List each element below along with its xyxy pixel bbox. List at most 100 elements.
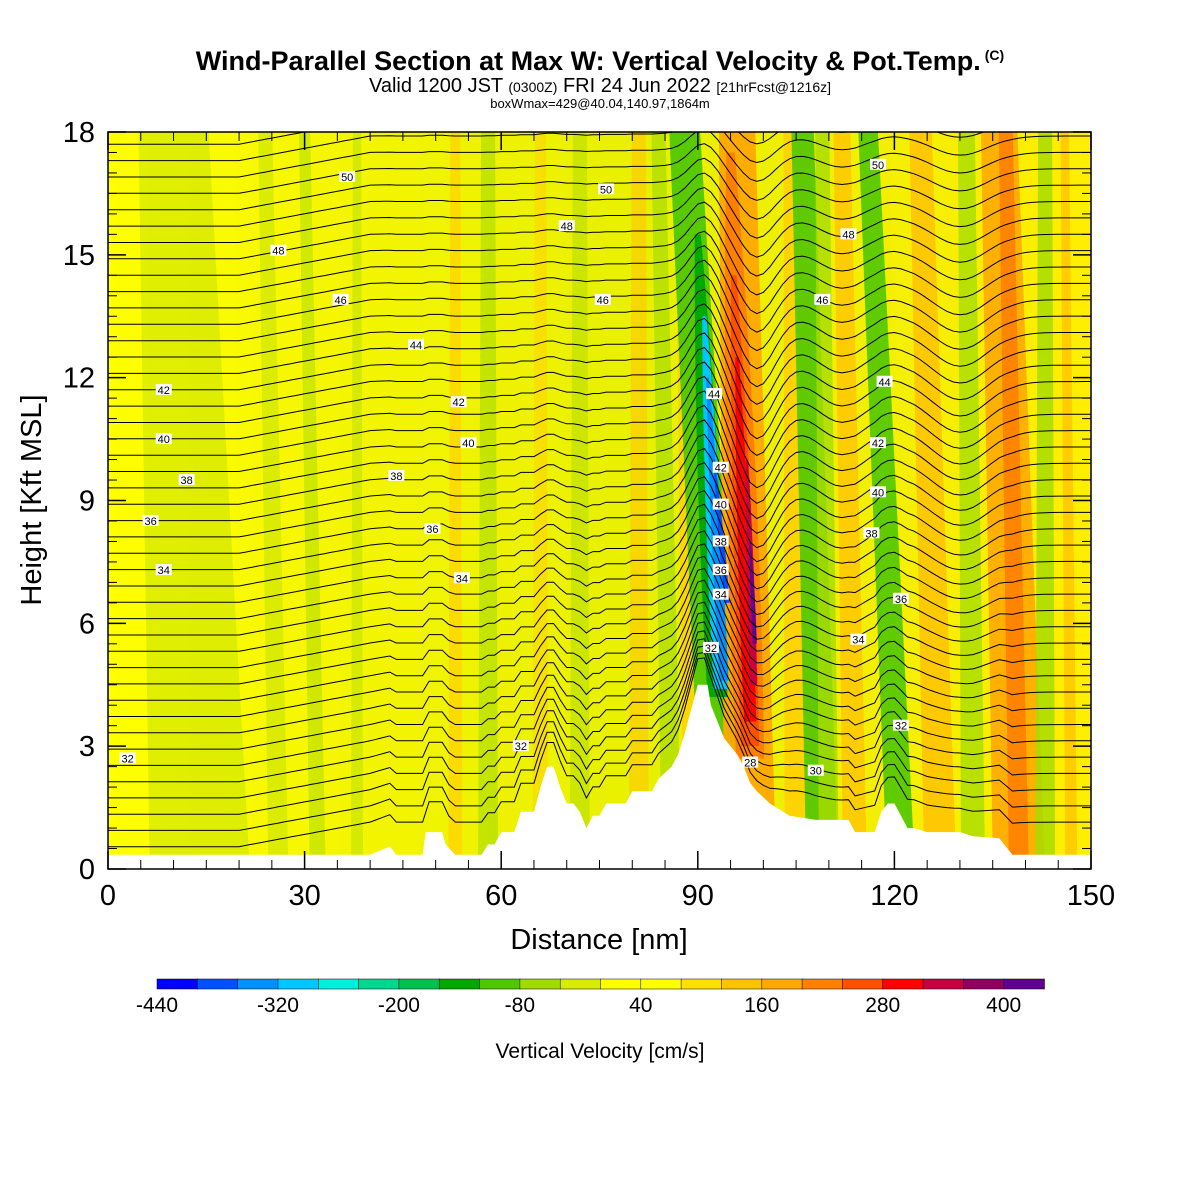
x-tick-label: 90	[682, 880, 714, 912]
velocity-band	[138, 132, 250, 869]
velocity-band	[998, 132, 1029, 869]
theta-contour	[108, 651, 1091, 831]
colorbar-tick-label: -200	[378, 994, 420, 1017]
theta-contour	[108, 346, 1091, 456]
contour-label: 50	[872, 160, 884, 172]
y-axis-title: Height [Kft MSL]	[16, 394, 48, 605]
contour-label: 34	[715, 590, 727, 602]
contour-label: 44	[410, 340, 422, 352]
theta-contour	[108, 601, 1091, 734]
theta-contour	[108, 657, 1091, 848]
contour-label: 34	[456, 573, 468, 585]
contour-label: 36	[895, 594, 907, 606]
contour-label-bg	[142, 514, 159, 526]
velocity-band	[448, 132, 463, 869]
colorbar-tick-label: -440	[136, 994, 178, 1017]
x-tick-label: 120	[870, 880, 918, 912]
contour-label: 32	[122, 753, 134, 765]
contour-label: 40	[872, 487, 884, 499]
contour-label-bg	[408, 338, 425, 350]
theta-contour	[108, 517, 1091, 628]
colorbar-swatch	[680, 978, 723, 990]
theta-contour	[108, 230, 1091, 315]
contour-label: 40	[715, 500, 727, 512]
theta-contour	[108, 489, 1091, 603]
colorbar-swatch	[640, 978, 682, 990]
contour-label: 42	[452, 397, 464, 409]
theta-contour	[108, 645, 1091, 815]
valid-date: FRI 24 Jun 2022	[562, 75, 711, 97]
contour-label-bg	[558, 220, 575, 232]
theta-contours	[108, 132, 1091, 848]
contour-label-bg	[712, 564, 729, 576]
y-tick-label: 6	[79, 608, 95, 640]
contour-label-bg	[119, 752, 136, 764]
colorbar-swatch	[922, 978, 965, 990]
contour-label: 32	[705, 643, 717, 655]
contour-label-bg	[155, 564, 172, 576]
theta-contour	[108, 611, 1091, 750]
velocity-band	[958, 132, 986, 869]
colorbar-swatch	[479, 978, 521, 990]
theta-contour	[108, 419, 1091, 534]
plot-area: 3234363840424446485032343638404248504644…	[63, 117, 1115, 912]
velocity-band	[1035, 132, 1056, 869]
contour-label-bg	[450, 396, 467, 408]
theta-contour	[108, 216, 1091, 296]
contour-label: 28	[744, 758, 756, 770]
colorbar-swatch	[842, 978, 884, 990]
contour-label-bg	[807, 764, 824, 776]
contour-label: 36	[426, 524, 438, 536]
title-block: Wind-Parallel Section at Max W: Vertical…	[0, 40, 1200, 110]
contour-label-bg	[892, 719, 909, 731]
theta-contour	[108, 476, 1091, 590]
contour-label: 40	[158, 434, 170, 446]
velocity-band	[858, 132, 915, 869]
colorbar-tick-label: -80	[505, 994, 535, 1017]
contour-label-bg	[876, 375, 893, 387]
theta-contour	[108, 433, 1091, 549]
velocity-band	[351, 132, 364, 869]
colorbar-swatch	[358, 978, 400, 990]
contour-label-bg	[512, 740, 529, 752]
theta-contour	[108, 404, 1091, 520]
contour-label: 46	[597, 295, 609, 307]
contour-label-bg	[424, 523, 441, 535]
copyright-mark: (C)	[984, 47, 1005, 63]
contour-label-bg	[155, 383, 172, 395]
forecast-label: [21hrFcst@1216z]	[716, 79, 831, 95]
y-tick-label: 9	[79, 486, 95, 518]
theta-contour	[108, 317, 1091, 423]
contour-label: 48	[272, 246, 284, 258]
title-text: Wind-Parallel Section at Max W: Vertical…	[195, 46, 981, 76]
chart-title: Wind-Parallel Section at Max W: Vertical…	[0, 40, 1200, 76]
contour-label-bg	[460, 437, 477, 449]
valid-time-line: Valid 1200 JST (0300Z) FRI 24 Jun 2022 […	[0, 76, 1200, 97]
theta-contour	[108, 143, 1091, 201]
contour-label-bg	[453, 572, 470, 584]
theta-contour	[108, 332, 1091, 440]
contour-label-bg	[870, 158, 887, 170]
contour-label: 38	[390, 471, 402, 483]
velocity-band	[569, 132, 590, 869]
velocity-band	[258, 132, 289, 869]
theta-contour	[108, 361, 1091, 473]
colorbar-swatch	[197, 978, 239, 990]
contour-label-bg	[388, 469, 405, 481]
contour-label: 50	[600, 184, 612, 196]
x-tick-label: 0	[100, 880, 116, 912]
theta-contour	[108, 503, 1091, 616]
theta-contour	[108, 543, 1091, 652]
velocity-band	[628, 132, 649, 869]
contour-label: 34	[852, 635, 864, 647]
theta-contour	[108, 303, 1091, 405]
velocity-band	[909, 132, 957, 869]
contour-label-bg	[814, 293, 831, 305]
contour-label: 34	[158, 565, 170, 577]
velocity-band	[651, 132, 682, 869]
colorbar-swatch	[882, 978, 924, 990]
contour-labels: 32 34 36 38 40 42 44 46 48 50 32 34 36 38 40 42 48 50 46 44…	[119, 158, 909, 778]
colorbar-label: Vertical Velocity [cm/s]	[496, 1040, 705, 1063]
